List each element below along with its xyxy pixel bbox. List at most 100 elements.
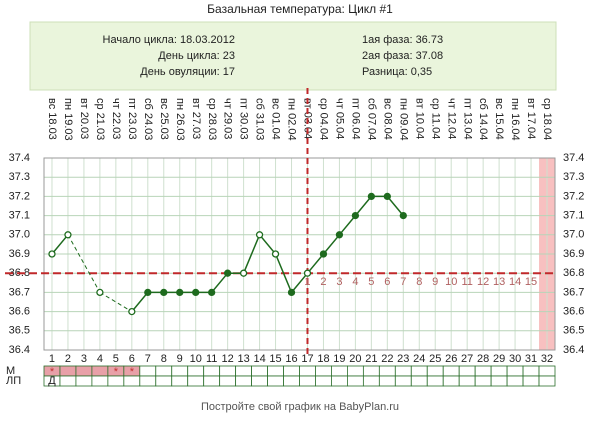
- info-box: [29, 21, 557, 91]
- date-label: вс 01.04: [270, 98, 282, 140]
- date-label: вс 25.03: [158, 98, 170, 140]
- m-cell: [331, 365, 348, 377]
- date-label: чт 29.03: [222, 98, 234, 139]
- m-cell: [203, 365, 221, 377]
- m-cell: [522, 365, 540, 377]
- date-label: сб 24.03: [142, 98, 154, 140]
- day-number: 3: [81, 353, 87, 365]
- y-tick-label-right: 36.7: [563, 286, 584, 298]
- m-cell: [219, 365, 237, 377]
- lp-cell: [59, 375, 77, 387]
- m-cell: [378, 365, 396, 377]
- data-point: [64, 231, 72, 239]
- date-label: вт 27.03: [190, 98, 202, 139]
- m-cell: [139, 365, 157, 377]
- m-mark: *: [50, 366, 55, 378]
- lp-cell: [347, 375, 364, 387]
- m-cell: [251, 365, 268, 377]
- data-point: [287, 288, 296, 297]
- footer: Постройте свой график на BabyPlan.ru: [201, 401, 399, 413]
- day-number: 5: [113, 353, 119, 365]
- chart-title: Базальная температура: Цикл #1: [207, 2, 393, 16]
- y-tick-label-right: 36.6: [563, 306, 584, 318]
- day-number: 27: [461, 353, 473, 365]
- day-number: 4: [97, 353, 103, 365]
- date-label: вт 10.04: [413, 98, 425, 139]
- date-label: вс 18.03: [46, 98, 58, 140]
- day-number: 2: [65, 353, 71, 365]
- m-cell: [474, 365, 492, 377]
- m-cell: [171, 365, 189, 377]
- lp-cell: [203, 375, 221, 387]
- date-label: пн 19.03: [62, 98, 74, 141]
- day-number: 31: [525, 353, 537, 365]
- lp-cell: [187, 375, 205, 387]
- day-number: 15: [269, 353, 281, 365]
- data-point: [176, 288, 184, 297]
- date-label: ср 21.03: [94, 98, 106, 140]
- lp-cell: [171, 375, 189, 387]
- lp-mark: Д: [48, 375, 56, 387]
- day-number: 14: [253, 353, 265, 365]
- date-label: чт 22.03: [110, 98, 122, 139]
- date-label: пн 09.04: [397, 98, 409, 141]
- day-number: 18: [317, 353, 329, 365]
- data-point: [144, 288, 152, 297]
- data-point: [223, 269, 232, 277]
- lp-cell: [522, 375, 540, 387]
- y-tick-label-right: 36.5: [563, 325, 584, 337]
- m-cell: [458, 365, 476, 377]
- y-tick-label-right: 36.8: [563, 267, 584, 279]
- day-number: 12: [222, 353, 234, 365]
- data-point: [303, 269, 312, 277]
- date-label: пт 06.04: [349, 98, 361, 140]
- m-cell: [347, 365, 364, 377]
- info-right: Разница: 0,35: [362, 66, 432, 78]
- lp-cell: [426, 375, 444, 387]
- lp-cell: [506, 375, 524, 387]
- luteal-day: 6: [384, 276, 390, 288]
- day-number: 26: [445, 353, 457, 365]
- m-mark: *: [114, 366, 119, 378]
- m-cell: [410, 365, 428, 377]
- date-label: пн 16.04: [509, 98, 521, 141]
- y-tick-label-right: 36.9: [563, 248, 584, 260]
- info-right: 1ая фаза: 36.73: [362, 34, 443, 46]
- day-number: 20: [349, 353, 361, 365]
- day-number: 32: [541, 353, 553, 365]
- data-point: [335, 231, 344, 239]
- data-point: [399, 211, 407, 220]
- data-point: [192, 288, 200, 297]
- luteal-day: 9: [432, 276, 438, 288]
- y-tick-label-right: 37.3: [563, 171, 584, 183]
- day-number: 11: [206, 353, 217, 365]
- lp-cell: [362, 375, 380, 387]
- data-point: [239, 269, 248, 277]
- lp-cell: [267, 375, 284, 387]
- y-tick-label: 36.9: [9, 248, 30, 260]
- luteal-day: 15: [525, 276, 537, 288]
- lp-cell: [410, 375, 428, 387]
- gap-connector: [67, 234, 133, 313]
- data-point: [208, 288, 216, 297]
- date-label: сб 14.04: [477, 98, 489, 140]
- day-number: 7: [145, 353, 151, 365]
- luteal-day: 3: [336, 276, 342, 288]
- y-tick-label: 37.4: [9, 152, 30, 164]
- day-number: 1: [49, 353, 55, 365]
- date-label: пн 26.03: [174, 98, 186, 141]
- data-point: [48, 250, 56, 258]
- day-number: 13: [237, 353, 249, 365]
- luteal-day: 11: [461, 276, 472, 288]
- m-cell: [91, 365, 109, 377]
- y-tick-label-right: 36.4: [563, 344, 584, 356]
- m-cell: [187, 365, 205, 377]
- data-point: [160, 288, 168, 297]
- lp-cell: [75, 375, 93, 387]
- day-number: 23: [397, 353, 409, 365]
- row-label: М: [6, 365, 15, 377]
- date-label: пт 30.03: [238, 98, 250, 140]
- date-label: ср 18.04: [541, 98, 553, 140]
- date-label: ср 28.03: [206, 98, 218, 140]
- data-point: [96, 288, 104, 297]
